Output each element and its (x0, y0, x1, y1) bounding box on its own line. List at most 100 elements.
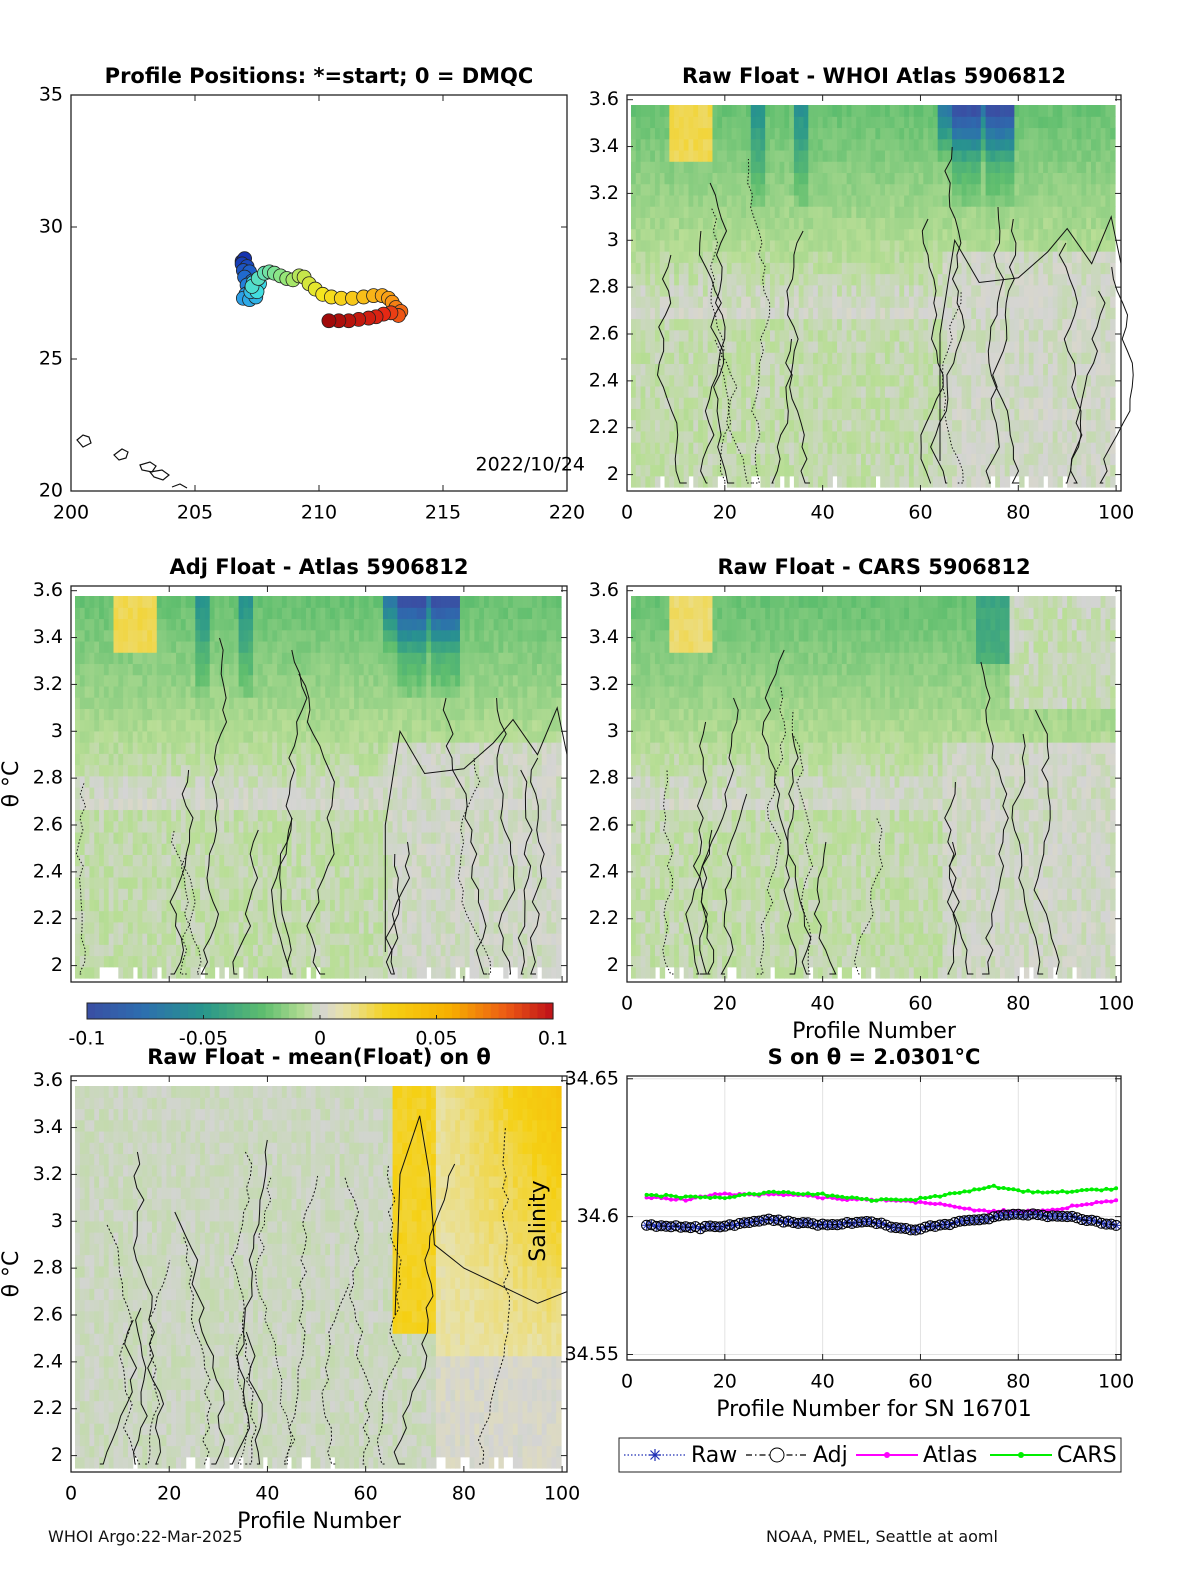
heat-cell (248, 742, 254, 754)
heat-cell (1105, 453, 1111, 466)
heat-cell (798, 217, 805, 230)
heat-cell (784, 217, 790, 230)
heat-cell (635, 453, 642, 466)
heat-cell (1057, 138, 1063, 151)
heat-cell (228, 899, 235, 912)
heat-cell (151, 629, 158, 642)
heat-cell (861, 363, 867, 376)
heat-cell (75, 820, 81, 833)
heat-cell (746, 172, 752, 185)
heat-cell (865, 206, 872, 218)
heat-cell (899, 419, 905, 432)
heat-cell (654, 206, 661, 218)
heat-cell (123, 899, 129, 912)
heat-cell (195, 674, 201, 687)
heat-cell (841, 228, 848, 241)
heat-cell (971, 419, 977, 432)
heat-cell (1105, 352, 1111, 365)
heat-cell (1057, 284, 1063, 297)
heat-cell (932, 149, 939, 162)
heat-cell (151, 719, 158, 732)
heat-cell (889, 138, 896, 151)
heat-cell (166, 596, 172, 608)
heat-cell (267, 607, 273, 620)
heat-cell (904, 397, 910, 409)
heat-cell (760, 228, 766, 241)
heat-cell (918, 239, 924, 252)
heat-cell (248, 933, 254, 945)
heat-cell (688, 397, 694, 409)
heat-cell (151, 708, 158, 721)
heat-cell (726, 385, 733, 398)
heat-cell (980, 385, 987, 398)
heat-cell (846, 149, 853, 162)
heatmap-adj-atlas (75, 596, 568, 979)
heat-cell (1105, 307, 1111, 320)
heat-cell (1014, 239, 1020, 252)
heat-cell (789, 329, 795, 342)
heat-cell (75, 663, 81, 676)
heat-cell (707, 397, 714, 409)
heat-cell (707, 340, 714, 353)
heat-cell (813, 307, 819, 320)
heat-cell (817, 430, 824, 443)
heat-cell (185, 719, 192, 732)
heat-cell (837, 374, 843, 387)
heat-cell (769, 284, 776, 297)
heat-cell (712, 239, 718, 252)
heat-cell (272, 798, 278, 811)
heatmap-raw-atlas (631, 105, 1134, 488)
heat-cell (1019, 430, 1025, 443)
heat-cell (204, 910, 211, 923)
heat-cell (856, 251, 862, 263)
heat-cell (674, 475, 680, 488)
heat-cell (746, 453, 752, 466)
heat-cell (253, 966, 259, 979)
heat-cell (103, 933, 110, 945)
heat-cell (654, 340, 661, 353)
heat-cell (103, 685, 110, 698)
heat-cell (789, 419, 795, 432)
heat-cell (698, 206, 704, 218)
heat-cell (1023, 228, 1030, 241)
heat-cell (645, 194, 651, 207)
heat-cell (774, 374, 781, 387)
heat-cell (1110, 239, 1116, 252)
heat-cell (995, 352, 1001, 365)
heat-cell (233, 629, 240, 642)
heat-cell (851, 228, 857, 241)
heat-cell (889, 284, 896, 297)
heat-cell (904, 183, 910, 196)
heat-cell (995, 374, 1001, 387)
heat-cell (1057, 307, 1063, 320)
heat-cell (717, 385, 723, 398)
heat-cell (257, 910, 264, 923)
heat-cell (952, 217, 958, 230)
heat-cell (913, 116, 920, 129)
heat-cell (861, 251, 867, 263)
heat-cell (961, 340, 968, 353)
heat-cell (180, 697, 187, 709)
heat-cell (635, 318, 642, 331)
heat-cell (75, 966, 81, 979)
heat-cell (127, 640, 134, 653)
heat-cell (1095, 183, 1102, 196)
heat-cell (1043, 408, 1049, 421)
heat-cell (875, 352, 881, 365)
heat-cell (214, 820, 220, 833)
heat-cell (717, 262, 723, 275)
heat-cell (971, 329, 977, 342)
heat-cell (1028, 464, 1035, 477)
heat-cell (147, 596, 153, 608)
heat-cell (837, 453, 843, 466)
heat-cell (899, 307, 905, 320)
heat-cell (726, 194, 733, 207)
heat-cell (669, 127, 675, 140)
heat-cell (1067, 307, 1073, 320)
heat-cell (880, 251, 886, 263)
heat-cell (1043, 172, 1049, 185)
heat-cell (798, 251, 805, 263)
heat-cell (1071, 296, 1078, 308)
heat-cell (1062, 352, 1068, 365)
heat-cell (233, 674, 240, 687)
